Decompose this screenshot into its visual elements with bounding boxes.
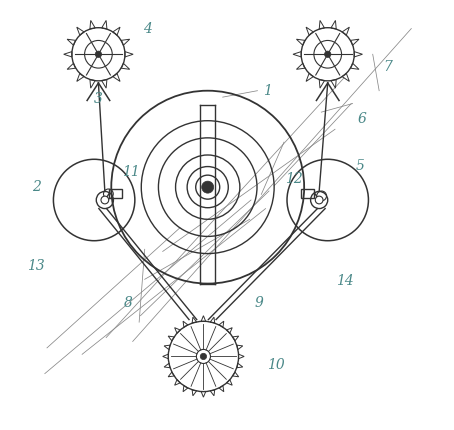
- Circle shape: [325, 51, 331, 58]
- Bar: [109, 189, 122, 198]
- Text: 11: 11: [122, 165, 139, 179]
- Bar: [301, 189, 314, 198]
- Circle shape: [315, 196, 323, 204]
- Circle shape: [200, 353, 207, 359]
- Text: 13: 13: [27, 259, 45, 273]
- Text: 6: 6: [358, 111, 366, 126]
- Text: 2: 2: [32, 180, 41, 194]
- Text: 8: 8: [124, 296, 133, 310]
- Text: 3: 3: [94, 92, 103, 106]
- Text: 1: 1: [263, 84, 272, 98]
- Circle shape: [101, 196, 109, 204]
- Text: 7: 7: [383, 60, 392, 74]
- Text: 9: 9: [255, 296, 264, 310]
- Text: 12: 12: [285, 172, 302, 186]
- Circle shape: [95, 51, 102, 58]
- Text: 10: 10: [267, 358, 285, 372]
- Circle shape: [202, 181, 214, 193]
- Text: 14: 14: [336, 274, 354, 289]
- Text: 4: 4: [143, 22, 152, 36]
- Text: 5: 5: [355, 159, 364, 173]
